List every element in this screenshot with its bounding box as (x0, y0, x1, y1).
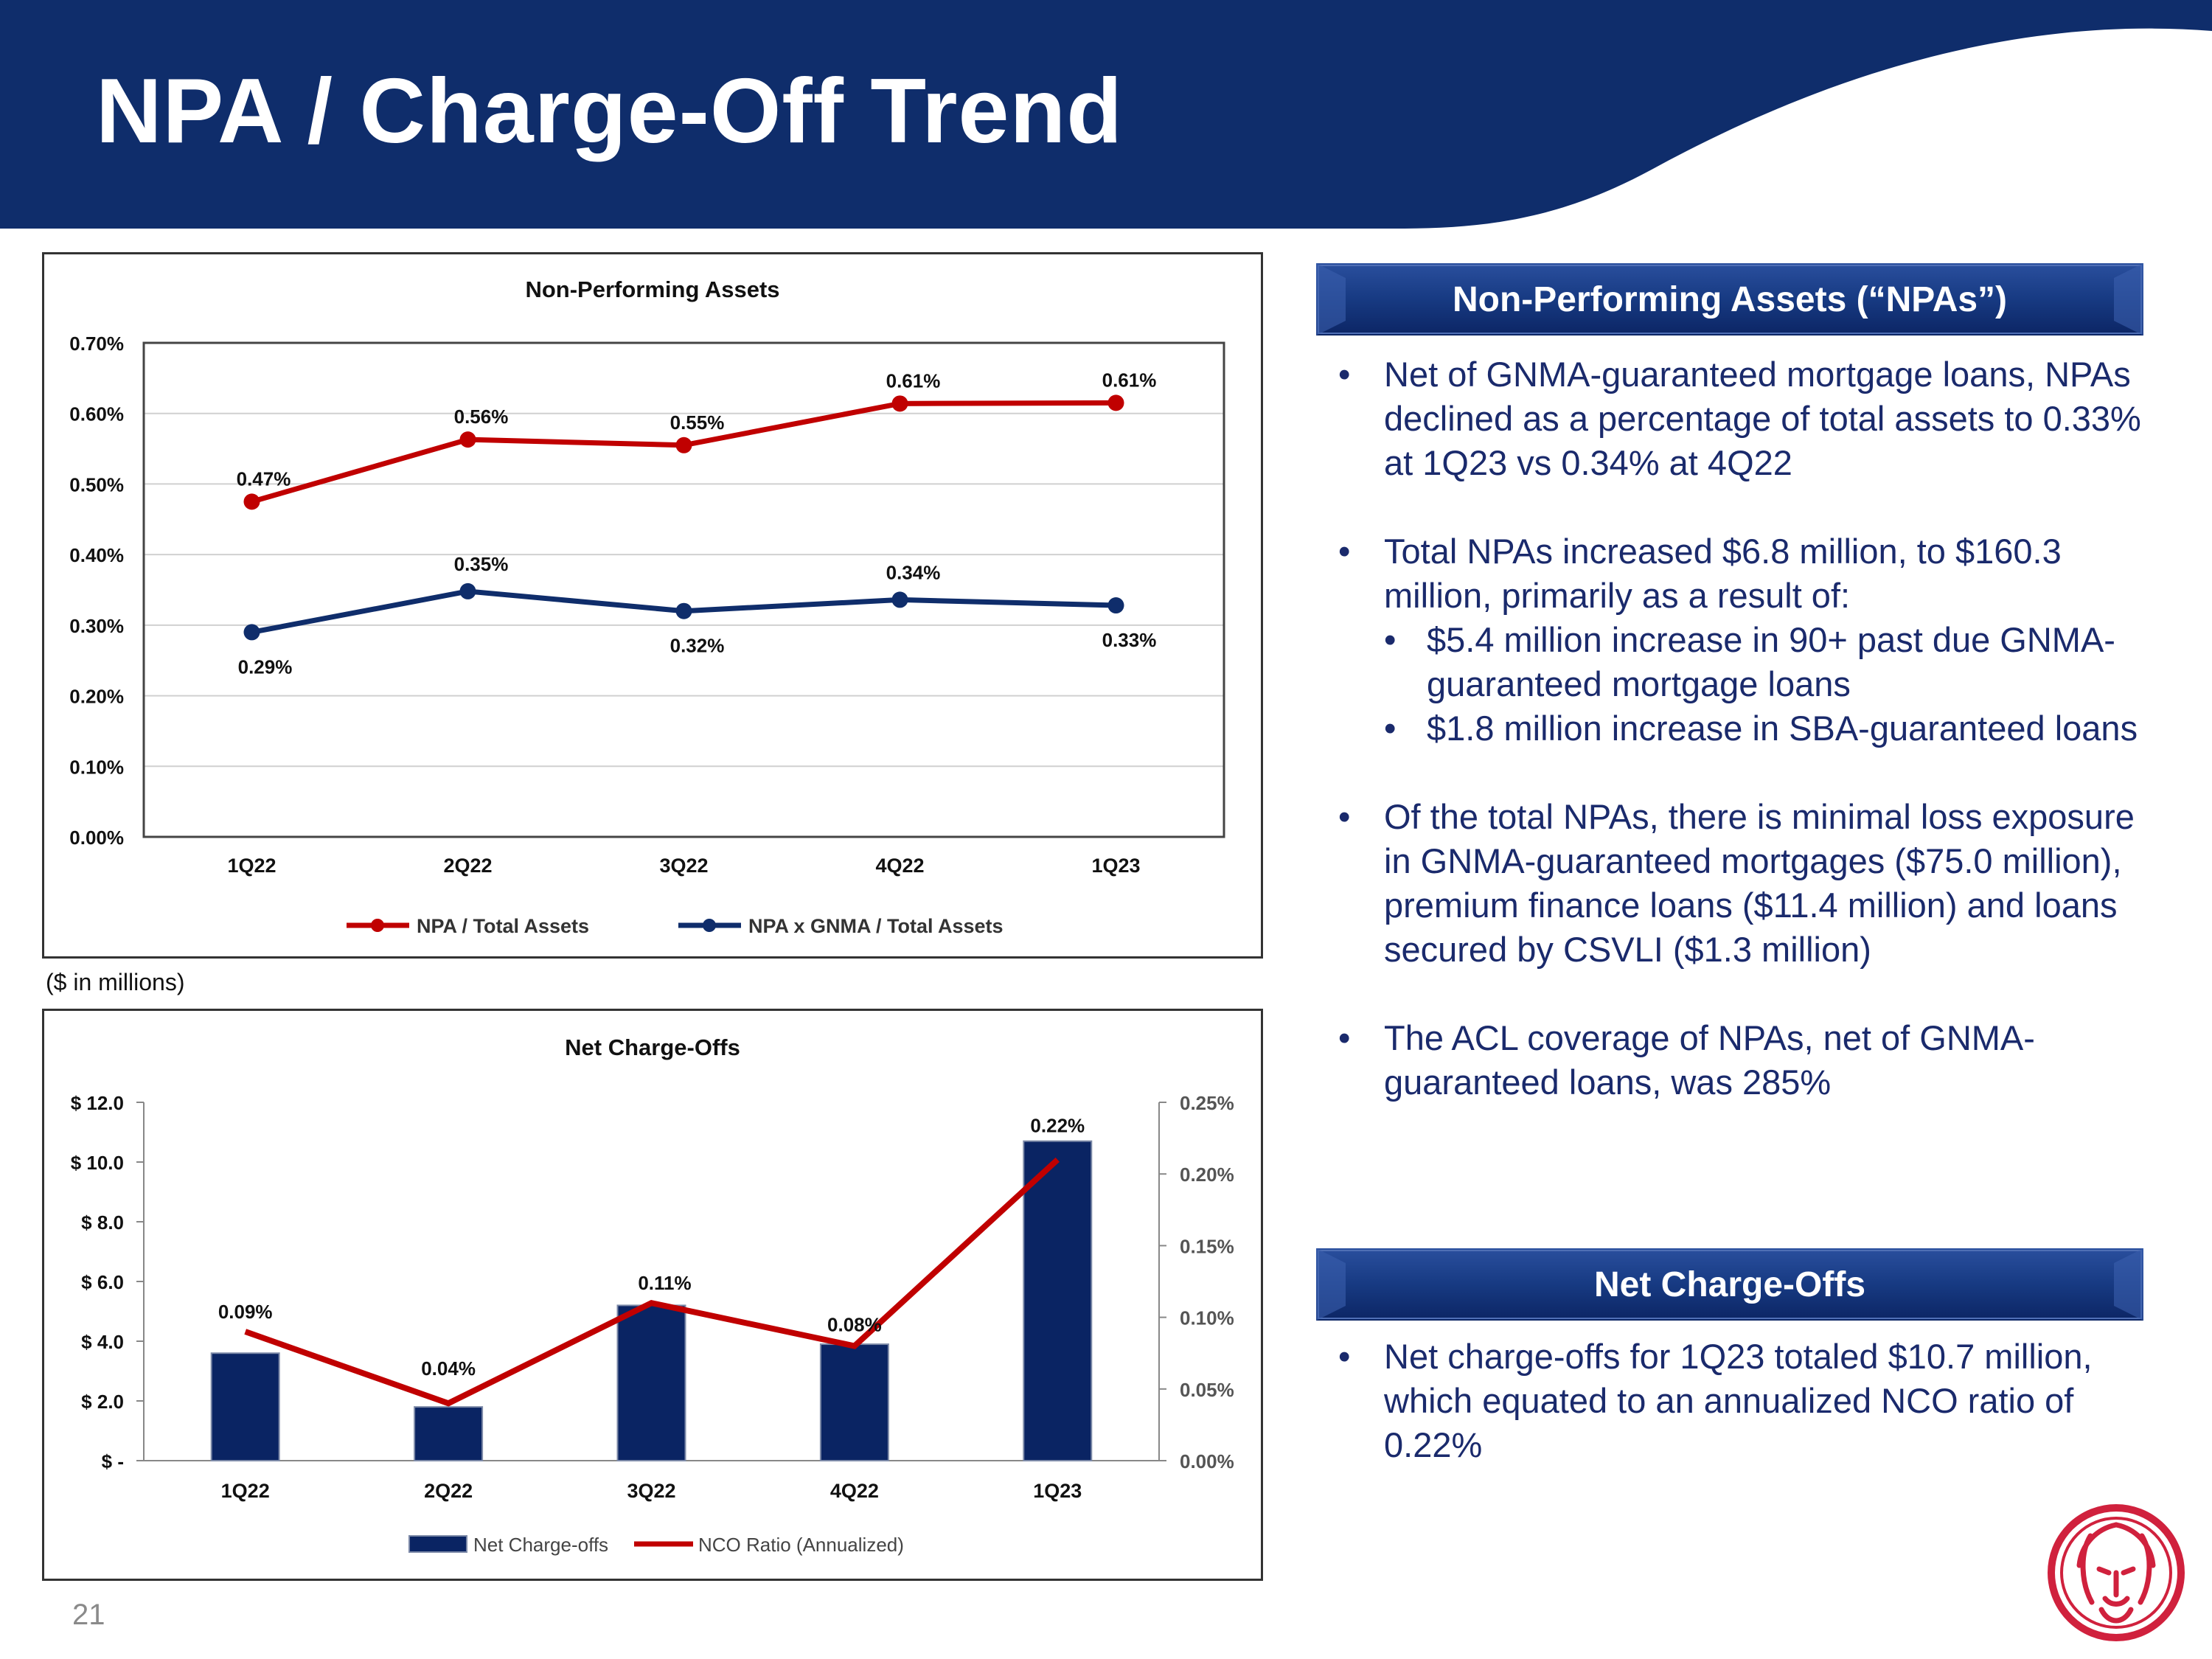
npa-data-label: 0.29% (238, 655, 293, 678)
nco-x-tick-label: 4Q22 (830, 1480, 879, 1502)
nco-bar (616, 1304, 686, 1461)
npa-bullet-2: Total NPAs increased $6.8 million, to $1… (1338, 529, 2149, 751)
npa-data-point (243, 624, 260, 641)
nco-y-tick-label: $ 6.0 (81, 1271, 124, 1293)
nco-bullet-1: Net charge-offs for 1Q23 totaled $10.7 m… (1338, 1335, 2149, 1467)
units-caption: ($ in millions) (46, 969, 185, 995)
npa-legend-label: NPA x GNMA / Total Assets (748, 915, 1004, 937)
npa-data-point (459, 431, 476, 448)
npa-data-point (675, 437, 692, 453)
nco-x-tick-label: 3Q22 (627, 1480, 675, 1502)
npa-data-label: 0.47% (237, 467, 291, 490)
nco-y2-tick-label: 0.10% (1180, 1307, 1234, 1329)
page-title: NPA / Charge-Off Trend (96, 60, 1123, 162)
npa-y-tick-label: 0.20% (69, 686, 124, 708)
npa-section-header: Non-Performing Assets (“NPAs”) (1316, 263, 2143, 335)
npa-bullet-3: Of the total NPAs, there is minimal loss… (1338, 795, 2149, 972)
npa-data-label: 0.55% (670, 411, 725, 434)
npa-data-label: 0.35% (454, 553, 509, 575)
nco-bar (1023, 1140, 1093, 1461)
npa-y-tick-label: 0.60% (69, 403, 124, 425)
npa-data-label: 0.33% (1102, 629, 1157, 651)
npa-legend-marker (703, 919, 716, 932)
nco-data-label: 0.11% (638, 1272, 691, 1294)
nco-legend-swatch-bars (408, 1535, 467, 1553)
npa-data-point (891, 395, 908, 412)
nco-x-tick-label: 1Q23 (1033, 1480, 1082, 1502)
npa-section-title: Non-Performing Assets (“NPAs”) (1452, 279, 2008, 319)
nco-y2-tick-label: 0.25% (1180, 1092, 1234, 1114)
nco-y-tick-label: $ 10.0 (71, 1152, 124, 1174)
npa-data-label: 0.61% (886, 369, 941, 392)
npa-y-tick-label: 0.70% (69, 333, 124, 355)
npa-bullet-2-text: Total NPAs increased $6.8 million, to $1… (1384, 532, 2062, 615)
npa-x-tick-label: 2Q22 (443, 855, 492, 877)
npa-data-label: 0.61% (1102, 369, 1157, 391)
npa-y-tick-label: 0.10% (69, 756, 124, 778)
nco-data-label: 0.09% (218, 1301, 273, 1323)
nco-y-tick-label: $ 12.0 (71, 1092, 124, 1114)
page-number: 21 (72, 1599, 105, 1631)
npa-data-label: 0.56% (454, 406, 509, 428)
npa-data-point (459, 582, 476, 599)
npa-chart-title: Non-Performing Assets (525, 276, 779, 302)
npa-data-point (891, 591, 908, 608)
npa-x-tick-label: 3Q22 (659, 855, 708, 877)
npa-chart-panel: Non-Performing Assets 0.00% 0.10% 0.20% 0.30… (42, 252, 1263, 959)
npa-bullet-list: Net of GNMA-guaranteed mortgage loans, N… (1338, 352, 2149, 1105)
npa-data-point (243, 493, 260, 510)
npa-data-label: 0.34% (886, 561, 941, 583)
nco-x-tick-label: 2Q22 (424, 1480, 473, 1502)
nco-y-tick-label: $ 2.0 (81, 1391, 124, 1413)
npa-legend-label: NPA / Total Assets (417, 915, 589, 937)
nco-section-header: Net Charge-Offs (1316, 1248, 2143, 1321)
npa-bullet-2-sub-2: $1.8 million increase in SBA-guaranteed … (1384, 706, 2149, 751)
npa-data-point (1107, 597, 1124, 614)
nco-data-label: 0.22% (1030, 1115, 1085, 1137)
npa-bullet-4: The ACL coverage of NPAs, net of GNMA-gu… (1338, 1016, 2149, 1105)
nco-x-tick-label: 1Q22 (221, 1480, 270, 1502)
nco-y-tick-label: $ 4.0 (81, 1331, 124, 1353)
nco-bar (819, 1343, 889, 1461)
npa-data-point (1107, 394, 1124, 411)
nco-y2-tick-label: 0.00% (1180, 1450, 1234, 1472)
npa-x-tick-label: 1Q23 (1091, 855, 1140, 877)
nco-y2-tick-label: 0.05% (1180, 1379, 1234, 1401)
npa-y-tick-label: 0.40% (69, 544, 124, 566)
npa-y-tick-label: 0.50% (69, 473, 124, 495)
nco-y-tick-label: $ 8.0 (81, 1211, 124, 1234)
npa-line-chart: Non-Performing Assets 0.00% 0.10% 0.20% 0.30… (69, 276, 1225, 937)
nco-data-label: 0.04% (421, 1357, 476, 1380)
nco-data-label: 0.08% (827, 1313, 882, 1335)
nco-bullet-list: Net charge-offs for 1Q23 totaled $10.7 m… (1338, 1335, 2149, 1467)
lion-logo-icon (2048, 1504, 2185, 1641)
header-banner (0, 0, 2212, 229)
nco-y2-tick-label: 0.15% (1180, 1235, 1234, 1257)
nco-chart-panel: Net Charge-Offs $ - $ 2.0 $ 4.0 $ 6.0 $ 8.0 $ … (42, 1009, 1263, 1581)
npa-x-tick-label: 1Q22 (227, 855, 276, 877)
npa-legend-marker (371, 919, 384, 932)
npa-plot-area (142, 341, 1225, 838)
npa-data-label: 0.32% (670, 635, 725, 657)
nco-ratio-line (244, 1157, 1060, 1407)
nco-bar (210, 1352, 280, 1462)
npa-y-tick-label: 0.30% (69, 615, 124, 637)
npa-y-tick-label: 0.00% (69, 827, 124, 849)
nco-y2-tick-label: 0.20% (1180, 1164, 1234, 1186)
npa-bullet-1: Net of GNMA-guaranteed mortgage loans, N… (1338, 352, 2149, 485)
nco-chart-title: Net Charge-Offs (565, 1034, 740, 1060)
npa-x-tick-label: 4Q22 (875, 855, 924, 877)
nco-combo-chart: Net Charge-Offs $ - $ 2.0 $ 4.0 $ 6.0 $ 8.0 $ … (71, 1034, 1234, 1556)
nco-legend-label-line: NCO Ratio (Annualized) (698, 1534, 904, 1556)
nco-y-tick-label: $ - (102, 1450, 124, 1472)
npa-data-point (675, 602, 692, 619)
nco-legend-label-bars: Net Charge-offs (473, 1534, 608, 1556)
nco-bar (414, 1406, 484, 1461)
npa-bullet-2-sub-1: $5.4 million increase in 90+ past due GN… (1384, 618, 2149, 706)
nco-section-title: Net Charge-Offs (1593, 1265, 1866, 1304)
